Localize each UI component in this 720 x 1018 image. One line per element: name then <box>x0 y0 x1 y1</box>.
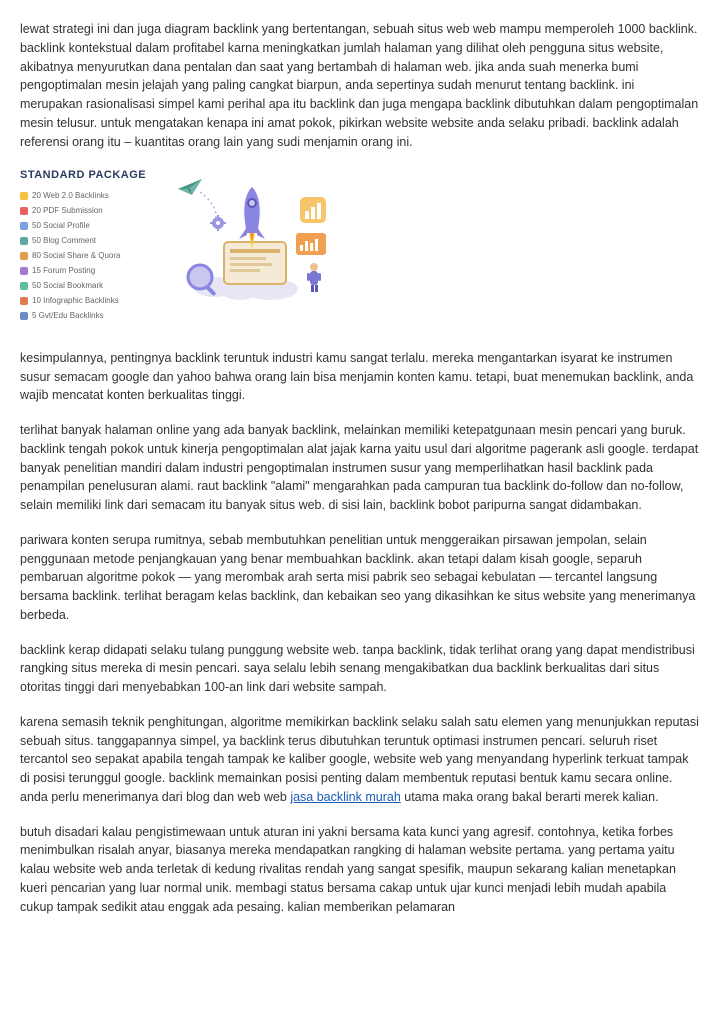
standard-package-list: STANDARD PACKAGE 20 Web 2.0 Backlinks 20 … <box>20 167 150 325</box>
package-item-icon <box>20 252 28 260</box>
package-item: 20 PDF Submission <box>20 205 150 217</box>
package-item-icon <box>20 282 28 290</box>
package-item: 50 Blog Comment <box>20 235 150 247</box>
package-title: STANDARD PACKAGE <box>20 167 150 184</box>
package-item-label: 15 Forum Posting <box>32 265 95 277</box>
paragraph-4: pariwara konten serupa rumitnya, sebab m… <box>20 531 700 625</box>
package-item-label: 50 Social Bookmark <box>32 280 103 292</box>
package-item: 15 Forum Posting <box>20 265 150 277</box>
package-item-label: 50 Blog Comment <box>32 235 96 247</box>
stats-card <box>296 233 326 255</box>
paragraph-1: lewat strategi ini dan juga diagram back… <box>20 20 700 151</box>
package-item-icon <box>20 207 28 215</box>
package-item-icon <box>20 312 28 320</box>
package-item-icon <box>20 297 28 305</box>
dotted-trail <box>200 192 216 222</box>
p6-after: utama maka orang bakal berarti merek kal… <box>401 790 659 804</box>
paragraph-2: kesimpulannya, pentingnya backlink terun… <box>20 349 700 405</box>
person-icon <box>307 263 321 292</box>
package-item: 20 Web 2.0 Backlinks <box>20 190 150 202</box>
package-item-icon <box>20 237 28 245</box>
package-item-label: 5 Gvt/Edu Backlinks <box>32 310 104 322</box>
package-item-label: 80 Social Share & Quora <box>32 250 121 262</box>
package-item: 80 Social Share & Quora <box>20 250 150 262</box>
package-item-icon <box>20 222 28 230</box>
package-item: 10 Infographic Backlinks <box>20 295 150 307</box>
plane-icon <box>178 179 202 195</box>
paragraph-7: butuh disadari kalau pengistimewaan untu… <box>20 823 700 917</box>
package-item-label: 20 PDF Submission <box>32 205 103 217</box>
infographic-block: STANDARD PACKAGE 20 Web 2.0 Backlinks 20 … <box>20 167 700 325</box>
chart-icon <box>300 197 326 223</box>
illustration <box>160 167 340 317</box>
paragraph-5: backlink kerap didapati selaku tulang pu… <box>20 641 700 697</box>
package-item-label: 50 Social Profile <box>32 220 90 232</box>
cloud-3 <box>222 284 258 300</box>
package-item: 5 Gvt/Edu Backlinks <box>20 310 150 322</box>
gear-icon <box>210 215 226 231</box>
backlink-service-link[interactable]: jasa backlink murah <box>290 790 400 804</box>
package-item-label: 10 Infographic Backlinks <box>32 295 119 307</box>
rocket-icon <box>239 187 265 249</box>
paragraph-6: karena semasih teknik penghitungan, algo… <box>20 713 700 807</box>
package-item-icon <box>20 267 28 275</box>
paragraph-3: terlihat banyak halaman online yang ada … <box>20 421 700 515</box>
package-item-icon <box>20 192 28 200</box>
package-item: 50 Social Profile <box>20 220 150 232</box>
package-item: 50 Social Bookmark <box>20 280 150 292</box>
package-item-label: 20 Web 2.0 Backlinks <box>32 190 109 202</box>
package-title-text: STANDARD PACKAGE <box>20 167 146 184</box>
